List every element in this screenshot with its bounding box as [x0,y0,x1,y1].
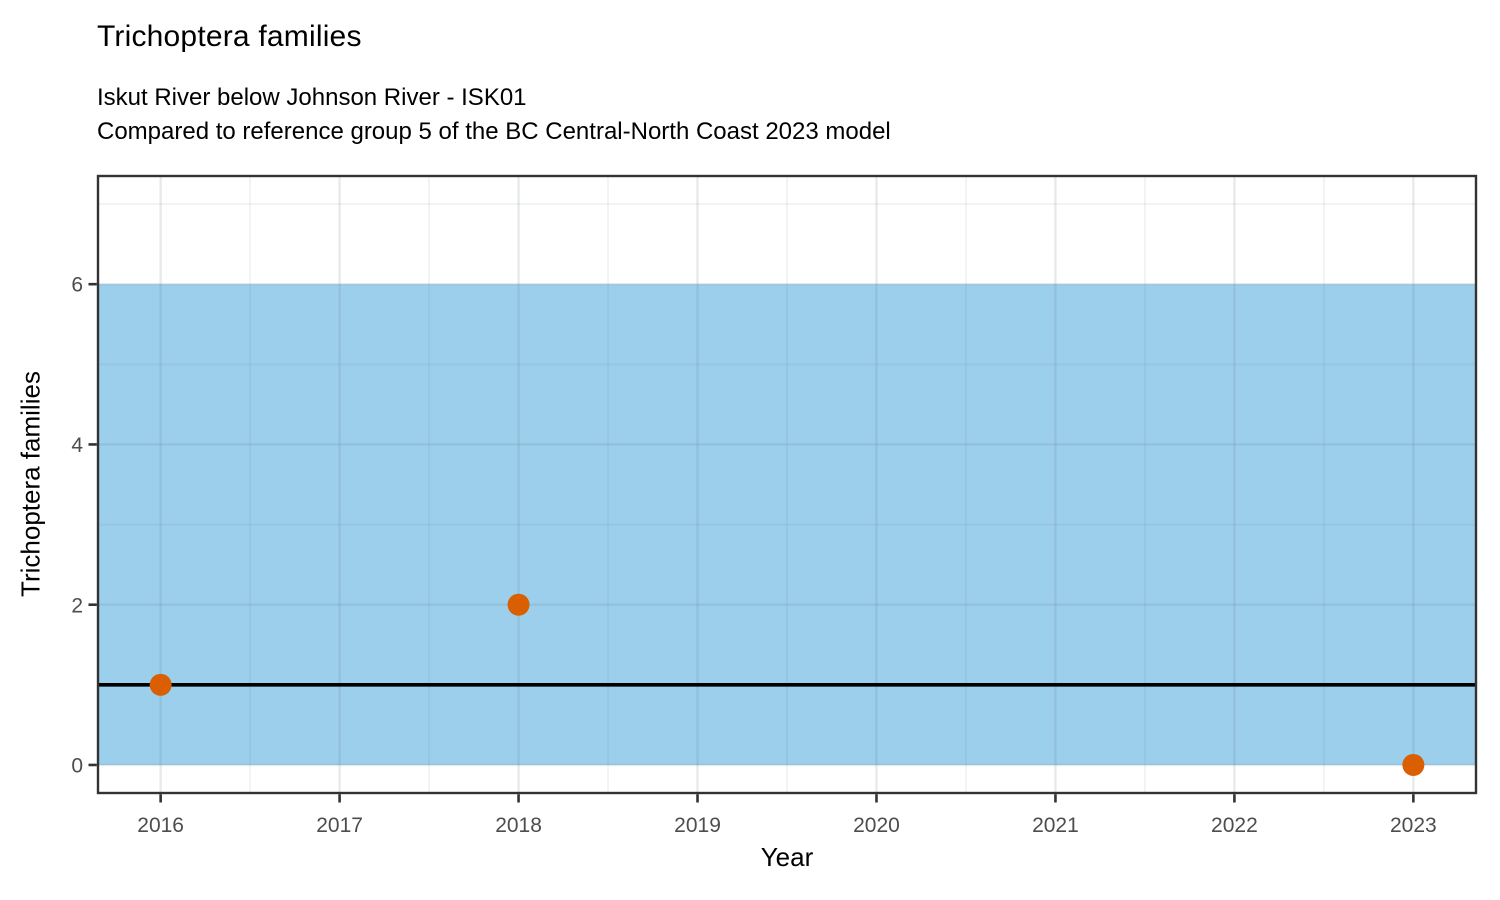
x-axis-tick-label: 2016 [137,814,184,837]
data-point [1402,753,1425,776]
x-axis-tick-label: 2023 [1390,814,1437,837]
x-axis-tick-label: 2019 [674,814,721,837]
y-axis-tick-label: 6 [71,274,83,297]
x-axis-tick-label: 2020 [853,814,900,837]
y-axis-tick-label: 4 [71,434,83,457]
panel-border [96,174,1478,795]
x-axis-tick-label: 2018 [495,814,542,837]
x-axis-tick-label: 2022 [1211,814,1258,837]
data-point [507,593,530,616]
chart-title: Trichoptera families [97,20,362,53]
data-point [149,673,172,696]
chart-subtitle: Iskut River below Johnson River - ISK01 … [97,81,891,149]
x-axis-tick-label: 2021 [1032,814,1079,837]
y-axis-tick-label: 0 [71,755,83,778]
x-axis-title: Year [760,842,814,872]
y-axis-title: Trichoptera families [15,371,46,597]
x-axis-tick-label: 2017 [316,814,363,837]
y-axis-tick-label: 2 [71,594,83,617]
chart-subtitle-line-2: Compared to reference group 5 of the BC … [97,118,891,145]
chart-subtitle-line-1: Iskut River below Johnson River - ISK01 [97,84,527,111]
